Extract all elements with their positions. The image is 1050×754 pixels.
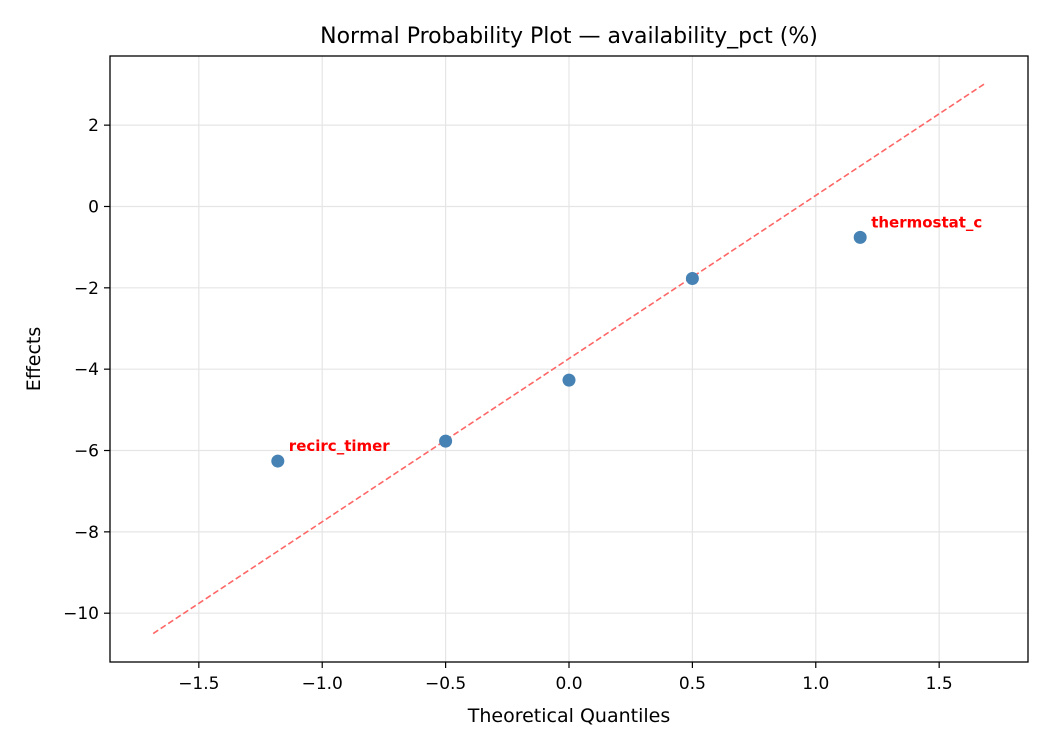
y-tick-label: 0 xyxy=(88,197,99,217)
x-tick-label: −1.5 xyxy=(178,674,219,694)
y-tick-label: −2 xyxy=(74,279,99,299)
x-tick-label: −1.0 xyxy=(302,674,343,694)
x-tick-label: −0.5 xyxy=(425,674,466,694)
y-axis: 2 0 −2 −4 −6 −8 −10 xyxy=(63,116,110,624)
data-point xyxy=(562,373,576,387)
data-point xyxy=(439,434,453,448)
y-tick-label: −4 xyxy=(74,360,99,380)
data-point xyxy=(685,271,699,285)
point-label: recirc_timer xyxy=(289,437,391,455)
reference-line-group xyxy=(152,82,986,635)
y-tick-label: −6 xyxy=(74,442,99,462)
x-tick-label: 1.0 xyxy=(802,674,829,694)
data-point xyxy=(853,230,867,244)
chart-title: Normal Probability Plot — availability_p… xyxy=(320,24,818,49)
point-label: thermostat_c xyxy=(871,213,982,231)
grid xyxy=(110,56,1028,662)
points-group: recirc_timer thermostat_c xyxy=(271,213,982,468)
x-tick-label: 1.5 xyxy=(926,674,953,694)
x-tick-label: 0.5 xyxy=(679,674,706,694)
x-axis: −1.5 −1.0 −0.5 0.0 0.5 1.0 1.5 xyxy=(178,662,953,694)
data-point xyxy=(271,454,285,468)
y-tick-label: −10 xyxy=(63,604,99,624)
y-axis-label: Effects xyxy=(23,327,45,392)
reference-line xyxy=(152,82,986,635)
x-tick-label: 0.0 xyxy=(555,674,582,694)
y-tick-label: −8 xyxy=(74,523,99,543)
x-axis-label: Theoretical Quantiles xyxy=(467,705,670,727)
y-tick-label: 2 xyxy=(88,116,99,136)
